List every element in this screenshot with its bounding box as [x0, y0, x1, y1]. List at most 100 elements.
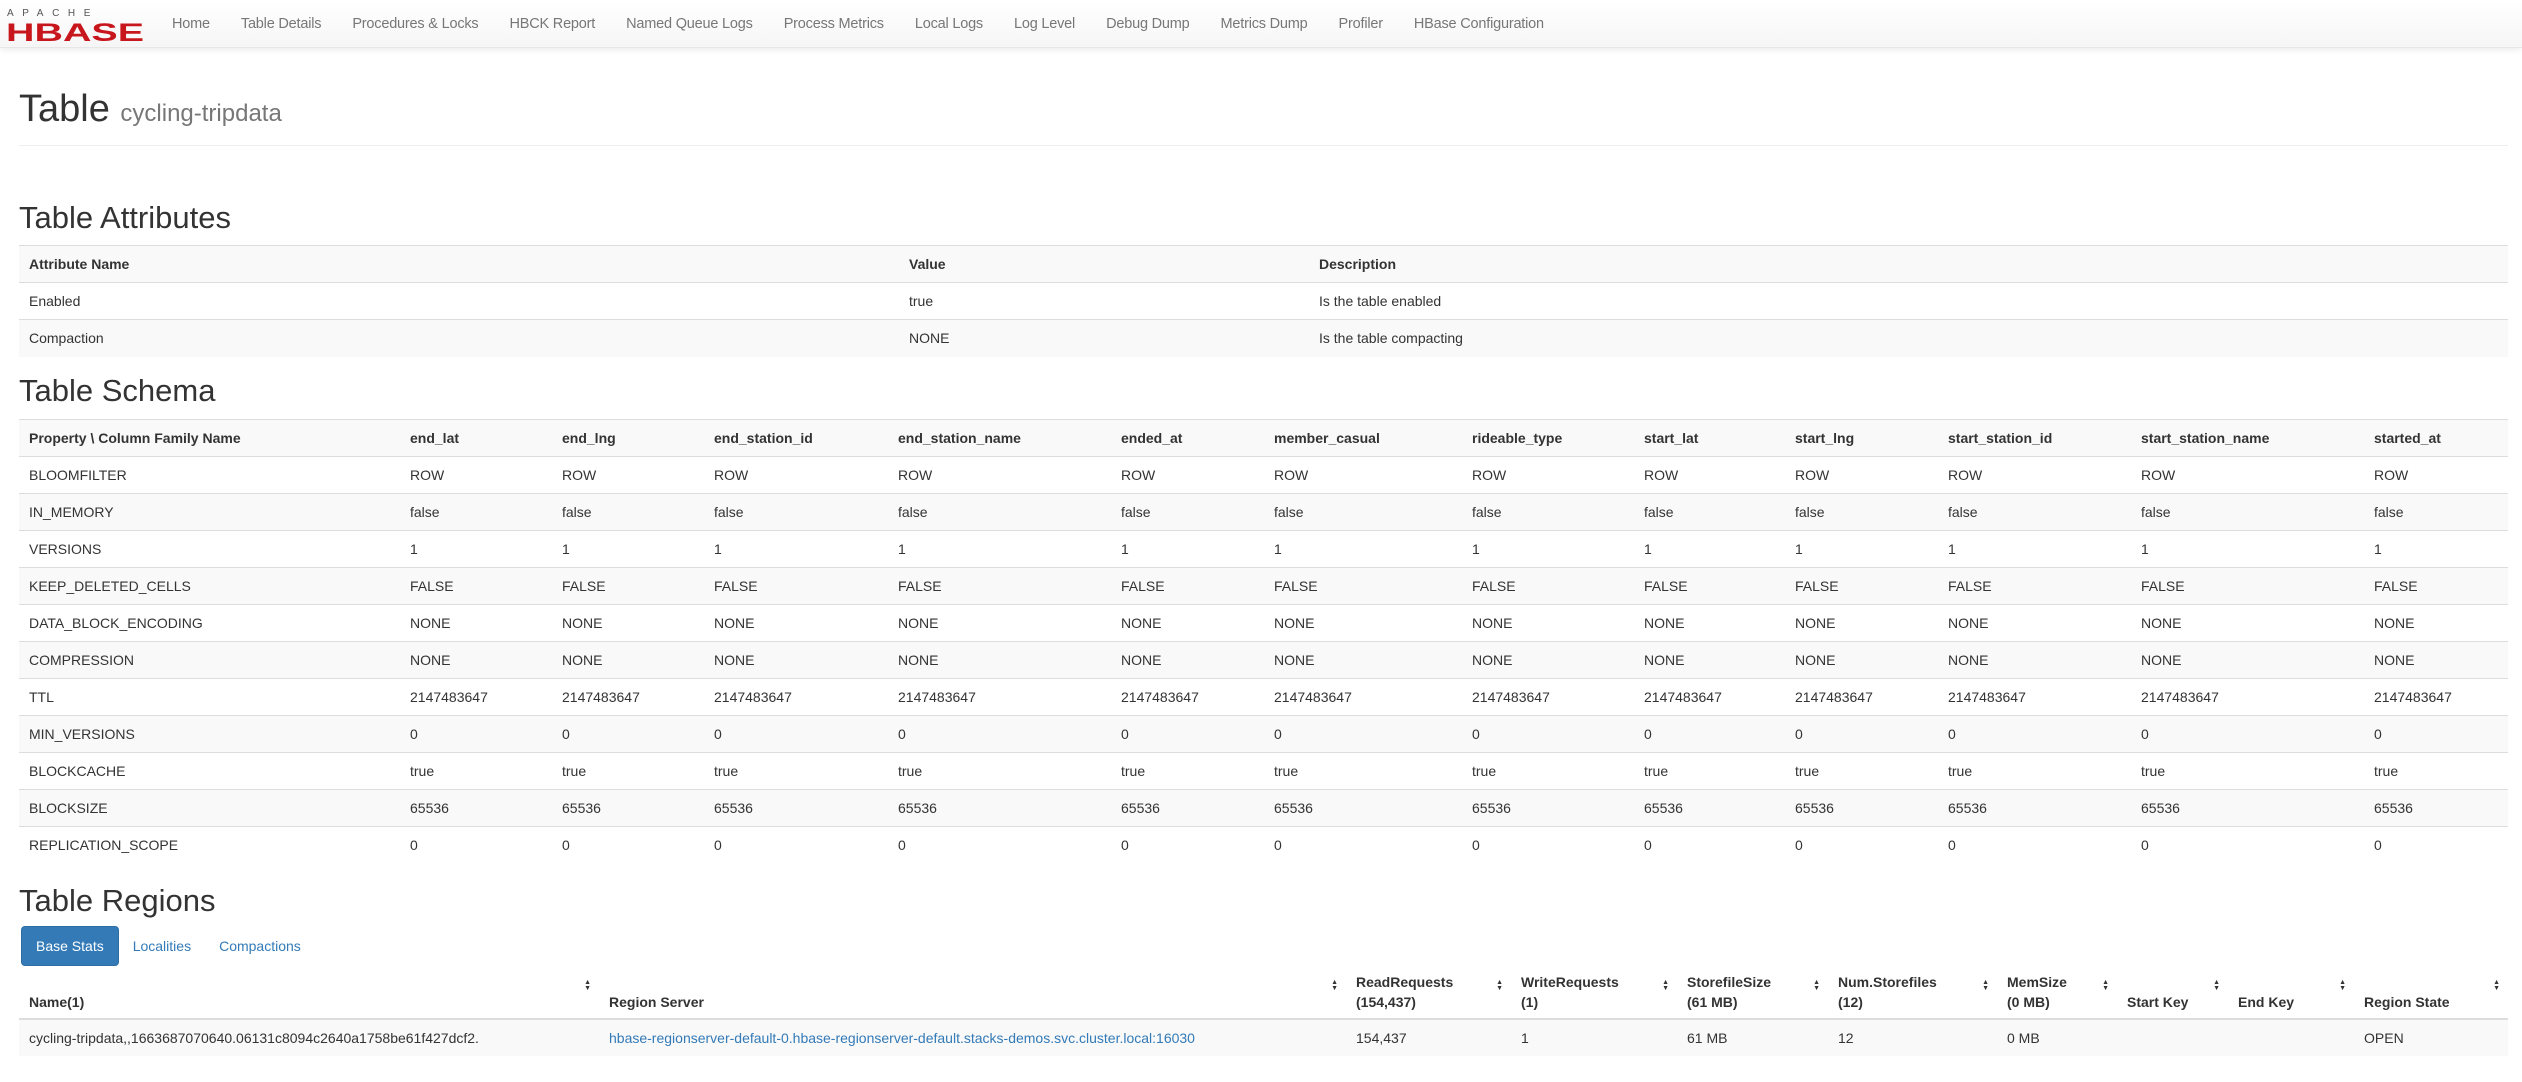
property-value: FALSE	[1634, 567, 1785, 605]
svg-text:APACHE: APACHE	[7, 8, 99, 19]
property-value: false	[704, 493, 888, 531]
property-value: true	[1634, 752, 1785, 790]
sort-icon[interactable]: ▲ ▼	[584, 979, 591, 992]
property-value: NONE	[400, 641, 552, 679]
property-name: TTL	[19, 678, 400, 716]
sortable-column-header[interactable]: WriteRequests (1) ▲ ▼	[1511, 972, 1677, 1020]
property-value: ROW	[1111, 456, 1264, 494]
property-value: NONE	[1938, 604, 2131, 642]
tab-compactions[interactable]: Compactions	[219, 938, 301, 954]
column-title: WriteRequests	[1521, 974, 1619, 990]
column-total: (154,437)	[1356, 994, 1416, 1010]
property-value: true	[552, 752, 704, 790]
property-value: NONE	[1634, 641, 1785, 679]
table-regions: Name(1) ▲ ▼ Region Server ▲ ▼ ReadRequests (154…	[19, 972, 2508, 1056]
nav-process-metrics[interactable]: Process Metrics	[783, 16, 884, 32]
nav-metrics-dump[interactable]: Metrics Dump	[1220, 16, 1308, 32]
nav-log-level[interactable]: Log Level	[1013, 16, 1076, 32]
property-value: false	[400, 493, 552, 531]
cell: cycling-tripdata,,1663687070640.06131c80…	[19, 1018, 599, 1056]
table-schema: Property \ Column Family Name end_lat end_…	[19, 419, 2508, 864]
hbase-logo[interactable]: APACHE HBASE	[6, 6, 146, 42]
sort-icon[interactable]: ▲ ▼	[1662, 979, 1669, 992]
table-row: VERSIONS 1 1 1 1 1 1 1 1 1 1 1 1	[19, 530, 2508, 568]
property-value: true	[2364, 752, 2508, 790]
table-row: IN_MEMORY false false false false false false f…	[19, 493, 2508, 531]
property-value: 1	[2364, 530, 2508, 568]
column-title: End Key	[2238, 994, 2295, 1010]
property-value: 0	[2364, 715, 2508, 753]
nav-local-logs[interactable]: Local Logs	[914, 16, 983, 32]
sortable-column-header[interactable]: Region State ▲ ▼	[2354, 972, 2508, 1020]
sortable-column-header[interactable]: StorefileSize (61 MB) ▲ ▼	[1677, 972, 1828, 1020]
property-value: NONE	[704, 604, 888, 642]
property-value: 65536	[400, 789, 552, 827]
property-value: 2147483647	[1938, 678, 2131, 716]
sort-icon[interactable]: ▲ ▼	[1982, 979, 1989, 992]
property-value: false	[1634, 493, 1785, 531]
nav-profiler[interactable]: Profiler	[1338, 16, 1384, 32]
nav-home[interactable]: Home	[172, 16, 210, 32]
header-row: Attribute Name Value Description	[19, 245, 2508, 283]
nav-hbck-report[interactable]: HBCK Report	[509, 16, 596, 32]
property-name: MIN_VERSIONS	[19, 715, 400, 753]
property-value: 0	[1634, 826, 1785, 864]
sort-icon[interactable]: ▲ ▼	[2493, 979, 2500, 992]
column-title: MemSize	[2007, 974, 2067, 990]
property-value: NONE	[1785, 604, 1938, 642]
column-header: Description	[1309, 245, 2508, 283]
property-value: 65536	[2364, 789, 2508, 827]
property-value: NONE	[1785, 641, 1938, 679]
property-value: 1	[1785, 530, 1938, 568]
sortable-column-header[interactable]: End Key ▲ ▼	[2228, 972, 2354, 1020]
sortable-column-header[interactable]: Num.Storefiles (12) ▲ ▼	[1828, 972, 1997, 1020]
sortable-column-header[interactable]: ReadRequests (154,437) ▲ ▼	[1346, 972, 1511, 1020]
nav-procedures-locks[interactable]: Procedures & Locks	[352, 16, 479, 32]
property-value: false	[2364, 493, 2508, 531]
region-server-link[interactable]: hbase-regionserver-default-0.hbase-regio…	[609, 1030, 1195, 1046]
property-value: 2147483647	[2131, 678, 2364, 716]
table-row: MIN_VERSIONS 0 0 0 0 0 0 0 0 0 0 0 0	[19, 715, 2508, 753]
tab-base-stats[interactable]: Base Stats	[21, 926, 119, 966]
sort-icon[interactable]: ▲ ▼	[1813, 979, 1820, 992]
column-header: end_lat	[400, 419, 552, 457]
property-value: NONE	[1111, 604, 1264, 642]
property-value: false	[2131, 493, 2364, 531]
property-value: 2147483647	[552, 678, 704, 716]
property-value: 1	[400, 530, 552, 568]
table-row: BLOOMFILTER ROW ROW ROW ROW ROW ROW ROW ROW ROW RO…	[19, 456, 2508, 494]
property-value: 2147483647	[400, 678, 552, 716]
nav-debug-dump[interactable]: Debug Dump	[1106, 16, 1190, 32]
tab-localities[interactable]: Localities	[132, 938, 192, 954]
nav-table-details[interactable]: Table Details	[240, 16, 322, 32]
sort-icon[interactable]: ▲ ▼	[2102, 979, 2109, 992]
sort-icon[interactable]: ▲ ▼	[1331, 979, 1338, 992]
property-value: FALSE	[1111, 567, 1264, 605]
property-value: 2147483647	[1264, 678, 1462, 716]
property-name: VERSIONS	[19, 530, 400, 568]
property-value: FALSE	[888, 567, 1111, 605]
property-name: BLOCKCACHE	[19, 752, 400, 790]
column-header: start_station_name	[2131, 419, 2364, 457]
nav-named-queue-logs[interactable]: Named Queue Logs	[626, 16, 753, 32]
sort-icon[interactable]: ▲ ▼	[2213, 979, 2220, 992]
property-value: ROW	[2131, 456, 2364, 494]
property-value: true	[1111, 752, 1264, 790]
sort-icon[interactable]: ▲ ▼	[1496, 979, 1503, 992]
nav-hbase-configuration[interactable]: HBase Configuration	[1413, 16, 1544, 32]
property-value: NONE	[2364, 604, 2508, 642]
property-value: FALSE	[1785, 567, 1938, 605]
column-header: Value	[899, 245, 1309, 283]
property-value: false	[1111, 493, 1264, 531]
property-value: false	[1264, 493, 1462, 531]
property-value: 65536	[704, 789, 888, 827]
sort-icon[interactable]: ▲ ▼	[2339, 979, 2346, 992]
sortable-column-header[interactable]: Region Server ▲ ▼	[599, 972, 1346, 1020]
sortable-column-header[interactable]: Start Key ▲ ▼	[2117, 972, 2228, 1020]
column-header: Property \ Column Family Name	[19, 419, 400, 457]
property-value: 65536	[1634, 789, 1785, 827]
sortable-column-header[interactable]: MemSize (0 MB) ▲ ▼	[1997, 972, 2117, 1020]
column-header: end_station_name	[888, 419, 1111, 457]
property-value: ROW	[888, 456, 1111, 494]
sortable-column-header[interactable]: Name(1) ▲ ▼	[19, 972, 599, 1020]
